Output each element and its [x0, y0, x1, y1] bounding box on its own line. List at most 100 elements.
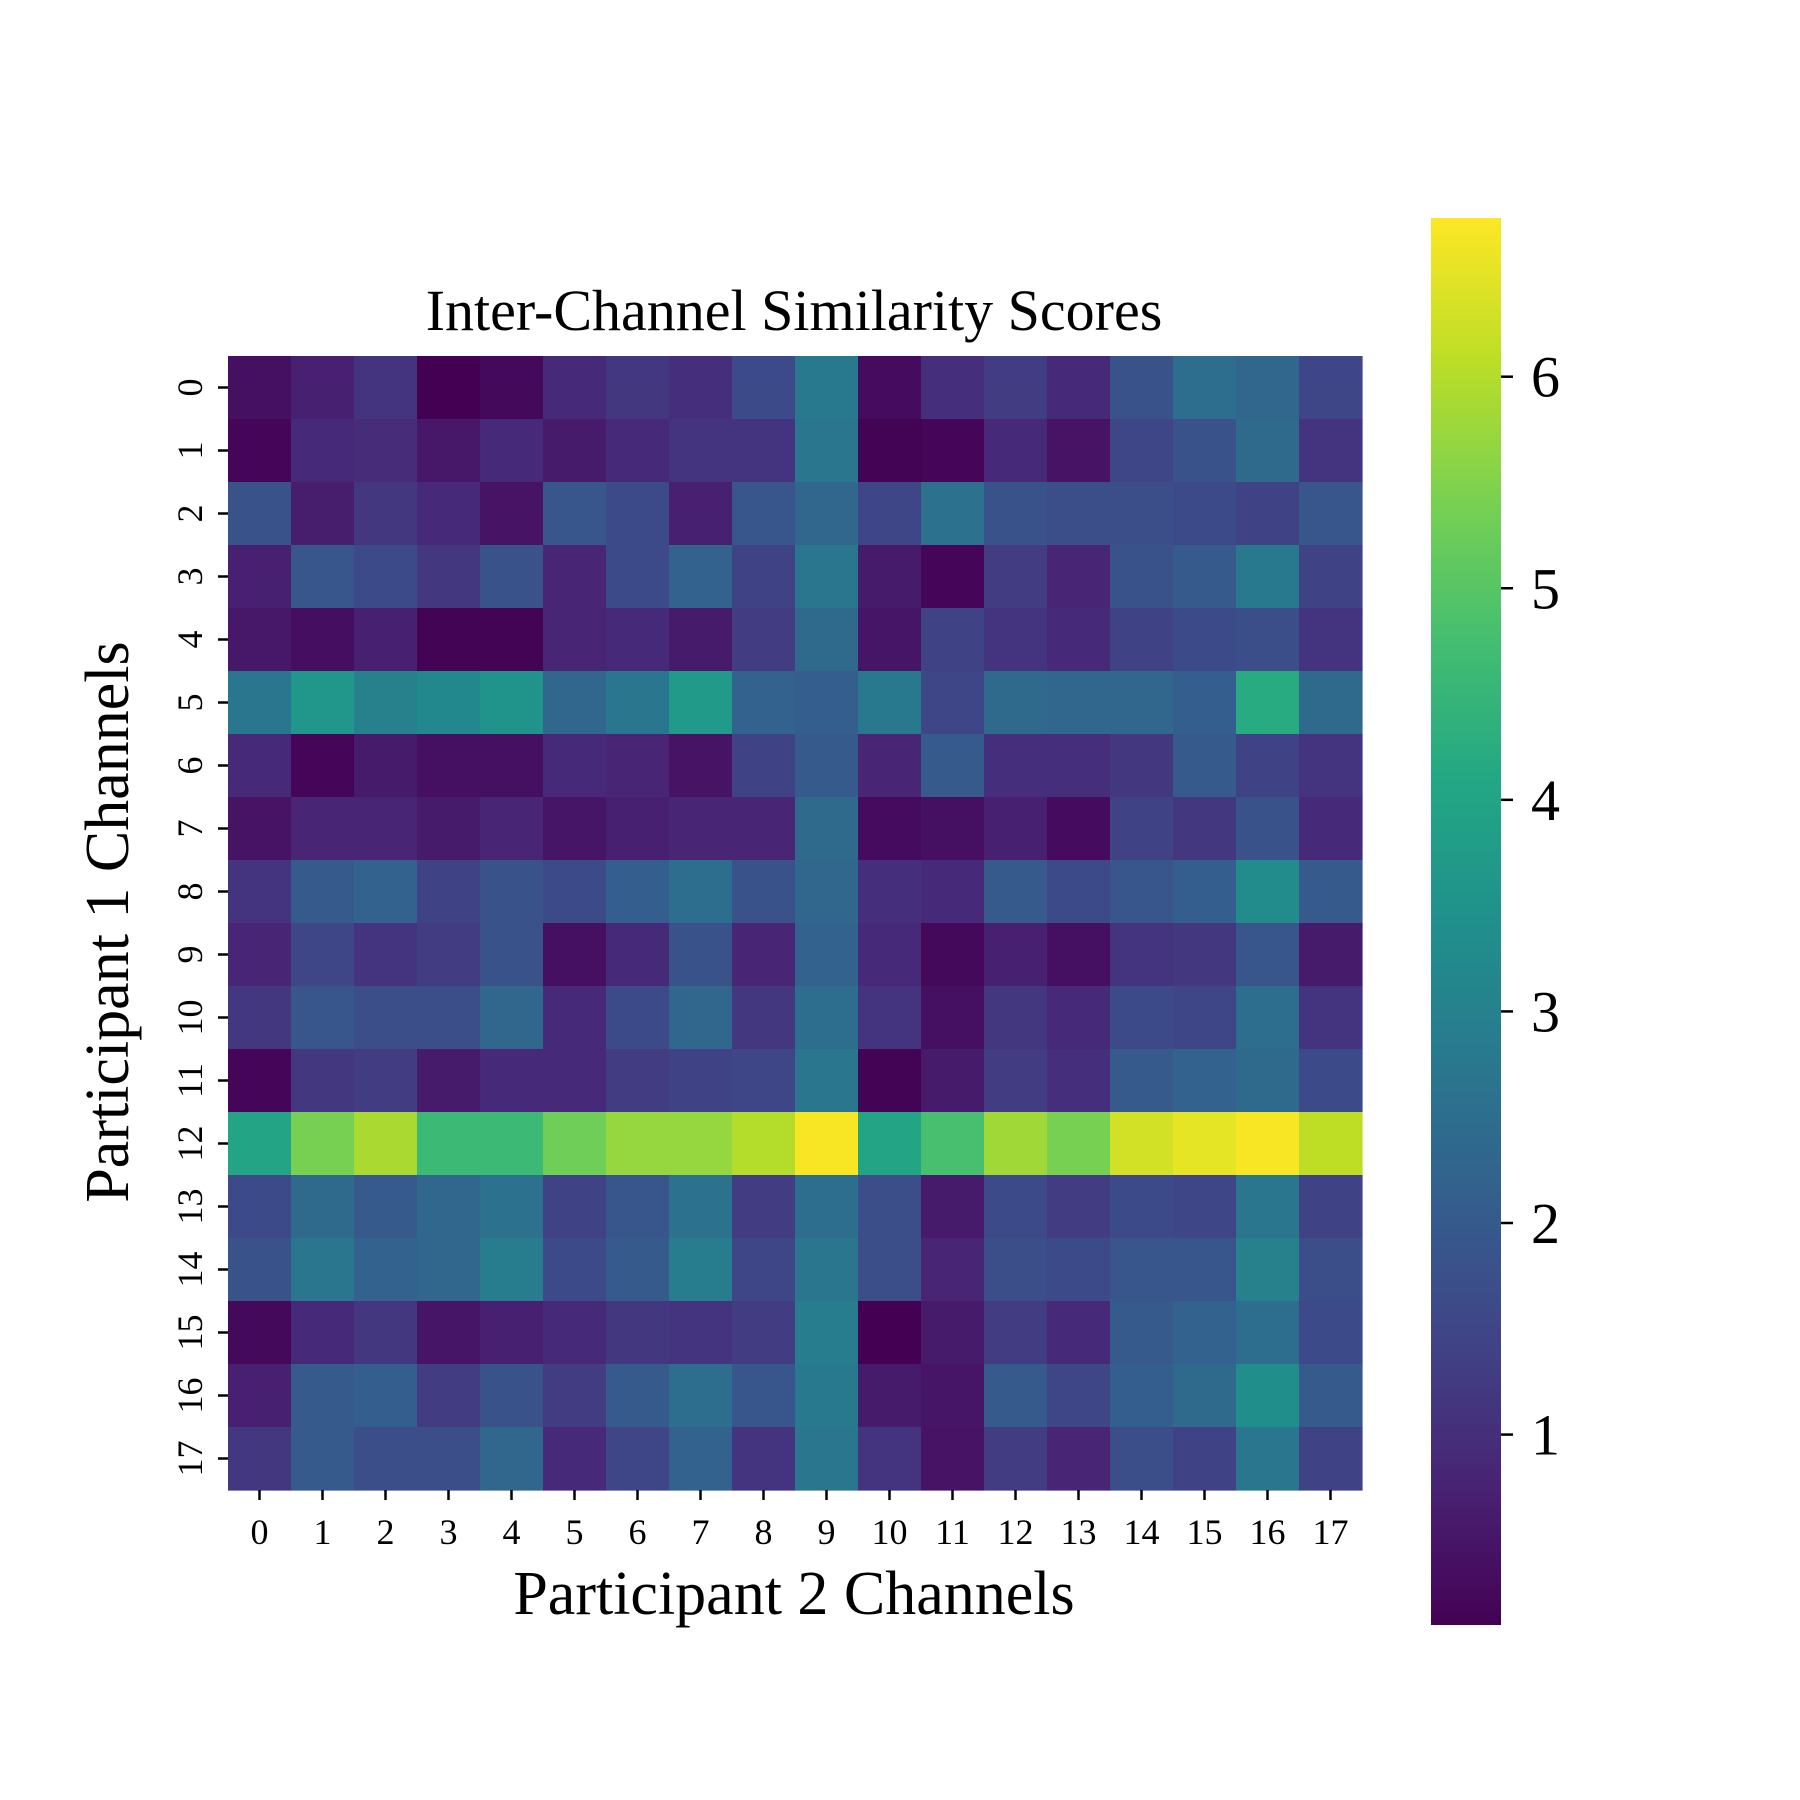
heatmap-cell-12-11	[921, 1112, 985, 1176]
heatmap-cell-7-11	[921, 797, 985, 861]
colorbar-tick-label: 5	[1531, 556, 1560, 621]
heatmap-cell-8-17	[1299, 860, 1363, 924]
heatmap-cell-9-6	[606, 923, 670, 987]
y-tick-label: 1	[170, 442, 210, 460]
heatmap-cell-5-4	[480, 671, 544, 735]
heatmap-cell-6-11	[921, 734, 985, 798]
heatmap-cell-4-3	[417, 608, 481, 672]
heatmap-cell-3-16	[1236, 545, 1300, 609]
heatmap-cell-16-13	[1047, 1364, 1111, 1428]
heatmap-cell-13-8	[732, 1175, 796, 1239]
heatmap-cell-1-5	[543, 419, 607, 483]
x-tick-label: 5	[566, 1512, 584, 1552]
heatmap-cell-10-1	[291, 986, 355, 1050]
heatmap-cell-4-4	[480, 608, 544, 672]
heatmap-cell-1-10	[858, 419, 922, 483]
heatmap-cell-7-0	[228, 797, 292, 861]
x-tick-label: 8	[755, 1512, 773, 1552]
heatmap-cell-1-2	[354, 419, 418, 483]
heatmap-cell-0-11	[921, 356, 985, 420]
heatmap-cell-10-17	[1299, 986, 1363, 1050]
heatmap-cell-5-2	[354, 671, 418, 735]
heatmap-cell-6-5	[543, 734, 607, 798]
heatmap-cell-16-12	[984, 1364, 1048, 1428]
heatmap-cell-1-14	[1110, 419, 1174, 483]
heatmap-cell-6-6	[606, 734, 670, 798]
heatmap-cell-15-15	[1173, 1301, 1237, 1365]
heatmap-cell-0-8	[732, 356, 796, 420]
heatmap-cell-6-14	[1110, 734, 1174, 798]
heatmap-cell-15-8	[732, 1301, 796, 1365]
heatmap-cell-11-2	[354, 1049, 418, 1113]
colorbar-tick-label: 1	[1531, 1403, 1560, 1468]
y-tick-label: 16	[170, 1378, 210, 1414]
heatmap-cell-12-5	[543, 1112, 607, 1176]
heatmap-cell-8-9	[795, 860, 859, 924]
heatmap-cell-10-14	[1110, 986, 1174, 1050]
heatmap-cell-6-17	[1299, 734, 1363, 798]
heatmap-cell-16-3	[417, 1364, 481, 1428]
x-tick-label: 17	[1313, 1512, 1349, 1552]
heatmap-cell-2-15	[1173, 482, 1237, 546]
heatmap-cell-9-17	[1299, 923, 1363, 987]
heatmap-cell-5-0	[228, 671, 292, 735]
heatmap-cell-13-15	[1173, 1175, 1237, 1239]
heatmap-cell-17-11	[921, 1427, 985, 1491]
heatmap-cell-1-1	[291, 419, 355, 483]
heatmap-cell-4-15	[1173, 608, 1237, 672]
heatmap-cell-17-10	[858, 1427, 922, 1491]
heatmap-cell-2-11	[921, 482, 985, 546]
heatmap-cell-0-7	[669, 356, 733, 420]
colorbar-ticks: 1 2 3 4 5 6	[1501, 345, 1560, 1468]
heatmap-cell-6-1	[291, 734, 355, 798]
heatmap-cell-11-9	[795, 1049, 859, 1113]
y-tick-label: 3	[170, 568, 210, 586]
heatmap-cell-2-3	[417, 482, 481, 546]
y-tick-label: 9	[170, 946, 210, 964]
heatmap-cell-13-0	[228, 1175, 292, 1239]
heatmap-cell-0-5	[543, 356, 607, 420]
heatmap-cell-16-5	[543, 1364, 607, 1428]
heatmap-cell-9-14	[1110, 923, 1174, 987]
y-tick-label: 17	[170, 1441, 210, 1477]
heatmap-cell-2-12	[984, 482, 1048, 546]
heatmap-cell-6-7	[669, 734, 733, 798]
heatmap-cell-11-4	[480, 1049, 544, 1113]
heatmap-cell-9-3	[417, 923, 481, 987]
y-tick-label: 0	[170, 379, 210, 397]
heatmap-cell-9-0	[228, 923, 292, 987]
heatmap-cell-9-10	[858, 923, 922, 987]
heatmap-cell-8-5	[543, 860, 607, 924]
heatmap-cell-8-0	[228, 860, 292, 924]
heatmap-cell-8-16	[1236, 860, 1300, 924]
heatmap-cell-4-5	[543, 608, 607, 672]
x-tick-label: 1	[314, 1512, 332, 1552]
heatmap-cell-0-4	[480, 356, 544, 420]
heatmap-cell-13-12	[984, 1175, 1048, 1239]
heatmap-cell-8-3	[417, 860, 481, 924]
heatmap-cell-9-8	[732, 923, 796, 987]
heatmap-cell-1-3	[417, 419, 481, 483]
heatmap-cell-5-1	[291, 671, 355, 735]
colorbar-tick-label: 3	[1531, 979, 1560, 1044]
heatmap-cell-17-14	[1110, 1427, 1174, 1491]
heatmap-cell-13-14	[1110, 1175, 1174, 1239]
heatmap-cell-2-5	[543, 482, 607, 546]
heatmap-cell-7-4	[480, 797, 544, 861]
heatmap-cell-2-6	[606, 482, 670, 546]
heatmap-cell-13-3	[417, 1175, 481, 1239]
x-tick-label: 12	[998, 1512, 1034, 1552]
heatmap-cell-17-17	[1299, 1427, 1363, 1491]
heatmap-cell-10-10	[858, 986, 922, 1050]
y-tick-label: 6	[170, 757, 210, 775]
heatmap-cell-10-5	[543, 986, 607, 1050]
heatmap-cell-5-5	[543, 671, 607, 735]
heatmap-cell-6-2	[354, 734, 418, 798]
heatmap-cell-0-9	[795, 356, 859, 420]
heatmap-cell-2-13	[1047, 482, 1111, 546]
heatmap-cell-7-9	[795, 797, 859, 861]
heatmap-cell-15-5	[543, 1301, 607, 1365]
heatmap-cell-17-8	[732, 1427, 796, 1491]
